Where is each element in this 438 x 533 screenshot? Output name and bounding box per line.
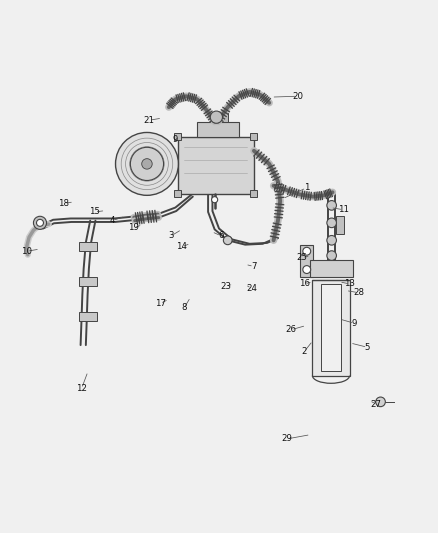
Circle shape	[327, 236, 336, 245]
Text: 11: 11	[338, 205, 349, 214]
Bar	[300, 245, 313, 277]
Circle shape	[142, 159, 152, 169]
Text: 10: 10	[21, 247, 32, 256]
Bar	[251, 133, 258, 140]
Text: 13: 13	[344, 279, 356, 288]
Circle shape	[327, 251, 336, 261]
Circle shape	[223, 236, 232, 245]
Bar	[174, 190, 181, 197]
Text: 14: 14	[177, 243, 187, 252]
Text: 7: 7	[251, 262, 257, 271]
Text: 25: 25	[297, 253, 307, 262]
Text: 5: 5	[365, 343, 370, 352]
Text: 4: 4	[109, 216, 115, 225]
Circle shape	[36, 220, 43, 227]
Bar	[321, 284, 341, 372]
Text: 23: 23	[220, 281, 231, 290]
Circle shape	[33, 216, 46, 229]
Circle shape	[116, 133, 178, 195]
Text: 9: 9	[173, 135, 178, 144]
Text: 1: 1	[304, 183, 309, 192]
Text: 20: 20	[292, 92, 303, 101]
Text: 26: 26	[286, 325, 297, 334]
Bar	[177, 137, 254, 193]
Bar	[79, 243, 97, 251]
Text: 21: 21	[144, 116, 155, 125]
Bar	[174, 133, 181, 140]
Text: 24: 24	[246, 284, 257, 293]
Circle shape	[303, 265, 311, 273]
Bar	[79, 277, 97, 286]
Bar	[310, 260, 353, 277]
Bar	[210, 113, 228, 122]
Circle shape	[212, 197, 218, 203]
Text: 6: 6	[219, 231, 224, 240]
Text: 18: 18	[59, 199, 70, 208]
Text: 8: 8	[181, 303, 187, 312]
Text: 3: 3	[168, 231, 174, 240]
Circle shape	[210, 111, 223, 123]
Text: 29: 29	[281, 434, 292, 443]
Circle shape	[327, 218, 336, 228]
Bar	[312, 280, 350, 376]
Bar	[197, 122, 239, 137]
Bar	[336, 216, 344, 234]
Text: 12: 12	[76, 384, 87, 393]
Circle shape	[327, 200, 336, 210]
Text: 28: 28	[353, 288, 364, 297]
Circle shape	[376, 397, 385, 407]
Text: 27: 27	[371, 400, 381, 408]
Text: 17: 17	[155, 299, 166, 308]
Text: 2: 2	[301, 347, 307, 356]
Text: 19: 19	[128, 223, 139, 232]
Circle shape	[303, 247, 311, 255]
Text: 15: 15	[89, 207, 100, 216]
Bar	[79, 312, 97, 321]
Text: 9: 9	[352, 319, 357, 328]
Bar	[251, 190, 258, 197]
Text: 16: 16	[299, 279, 310, 288]
Circle shape	[131, 147, 163, 181]
